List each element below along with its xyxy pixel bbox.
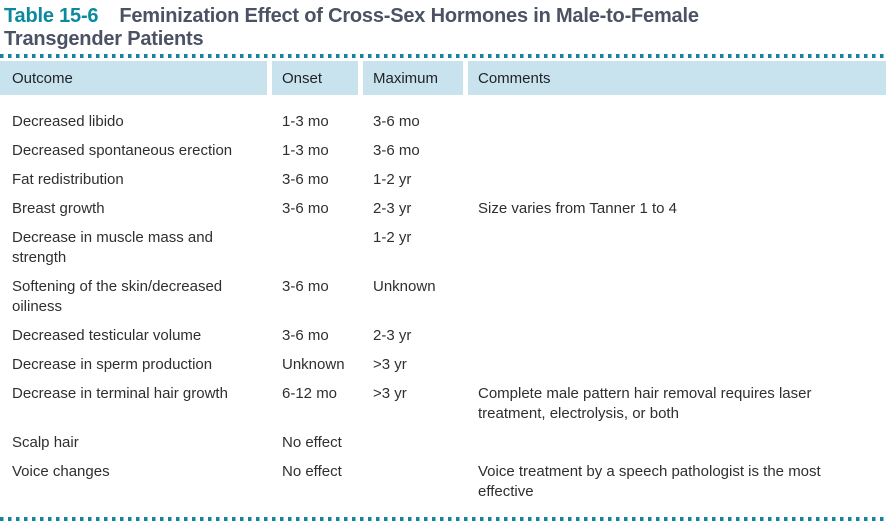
comments-cell xyxy=(468,326,886,346)
outcome-cell: Softening of the skin/decreased oiliness xyxy=(12,278,223,315)
table-row: Decreased libido 1-3 mo 3-6 mo xyxy=(0,112,886,132)
comments-cell xyxy=(468,277,886,317)
table-title: Table 15-6 Feminization Effect of Cross-S… xyxy=(0,0,838,51)
comments-cell: Voice treatment by a speech pathologist … xyxy=(478,463,821,500)
column-header-comments: Comments xyxy=(468,61,886,95)
maximum-cell: 2-3 yr xyxy=(373,200,412,217)
table-row: Decreased testicular volume 3-6 mo 2-3 y… xyxy=(0,326,886,346)
bottom-dotted-divider xyxy=(0,517,886,521)
maximum-cell xyxy=(363,433,463,453)
onset-cell: 3-6 mo xyxy=(282,200,329,217)
outcome-cell: Decrease in terminal hair growth xyxy=(12,385,228,402)
table-title-text: Feminization Effect of Cross-Sex Hormone… xyxy=(4,5,699,50)
maximum-cell: Unknown xyxy=(373,278,436,295)
maximum-cell: 3-6 mo xyxy=(373,113,420,130)
outcome-cell: Scalp hair xyxy=(12,434,79,451)
maximum-cell: 1-2 yr xyxy=(373,229,412,246)
table-body: Decreased libido 1-3 mo 3-6 mo Decreased… xyxy=(0,95,886,502)
outcome-cell: Voice changes xyxy=(12,463,110,480)
maximum-cell: 1-2 yr xyxy=(373,171,412,188)
outcome-cell: Decreased testicular volume xyxy=(12,327,202,344)
table-row: Decrease in sperm production Unknown >3 … xyxy=(0,355,886,375)
outcome-cell: Decrease in muscle mass and strength xyxy=(12,229,213,266)
maximum-cell: 2-3 yr xyxy=(373,327,412,344)
outcome-cell: Decrease in sperm production xyxy=(12,356,213,373)
table-row: Fat redistribution 3-6 mo 1-2 yr xyxy=(0,170,886,190)
maximum-cell: >3 yr xyxy=(373,385,407,402)
table-row: Voice changes No effect Voice treatment … xyxy=(0,462,886,502)
onset-cell: No effect xyxy=(282,463,342,480)
outcome-cell: Decreased spontaneous erection xyxy=(12,142,233,159)
comments-cell xyxy=(468,170,886,190)
comments-cell xyxy=(468,228,886,268)
onset-cell: 3-6 mo xyxy=(282,327,329,344)
onset-cell: 3-6 mo xyxy=(282,171,329,188)
table-row: Breast growth 3-6 mo 2-3 yr Size varies … xyxy=(0,199,886,219)
comments-cell xyxy=(468,112,886,132)
table-row: Decrease in terminal hair growth 6-12 mo… xyxy=(0,384,886,424)
feminization-effects-table: Outcome Onset Maximum Comments Decreased… xyxy=(0,58,886,511)
maximum-cell: >3 yr xyxy=(373,356,407,373)
column-header-onset: Onset xyxy=(272,61,358,95)
onset-cell xyxy=(272,228,358,268)
maximum-cell xyxy=(363,462,463,502)
table-row: Decreased spontaneous erection 1-3 mo 3-… xyxy=(0,141,886,161)
onset-cell: 6-12 mo xyxy=(282,385,338,402)
outcome-cell: Decreased libido xyxy=(12,113,124,130)
comments-cell: Complete male pattern hair removal requi… xyxy=(478,385,812,422)
column-header-outcome: Outcome xyxy=(0,61,267,95)
onset-cell: 1-3 mo xyxy=(282,113,329,130)
comments-cell xyxy=(468,433,886,453)
onset-cell: No effect xyxy=(282,434,342,451)
table-row: Decrease in muscle mass and strength 1-2… xyxy=(0,228,886,268)
comments-cell xyxy=(468,141,886,161)
outcome-cell: Breast growth xyxy=(12,200,105,217)
onset-cell: 3-6 mo xyxy=(282,278,329,295)
maximum-cell: 3-6 mo xyxy=(373,142,420,159)
column-header-maximum: Maximum xyxy=(363,61,463,95)
comments-cell xyxy=(468,355,886,375)
outcome-cell: Fat redistribution xyxy=(12,171,124,188)
onset-cell: Unknown xyxy=(282,356,345,373)
table-row: Softening of the skin/decreased oiliness… xyxy=(0,277,886,317)
comments-cell: Size varies from Tanner 1 to 4 xyxy=(478,200,677,217)
table-header-row: Outcome Onset Maximum Comments xyxy=(0,61,886,95)
onset-cell: 1-3 mo xyxy=(282,142,329,159)
table-number-label: Table 15-6 xyxy=(4,5,99,27)
top-dotted-divider xyxy=(0,54,886,58)
table-row: Scalp hair No effect xyxy=(0,433,886,453)
